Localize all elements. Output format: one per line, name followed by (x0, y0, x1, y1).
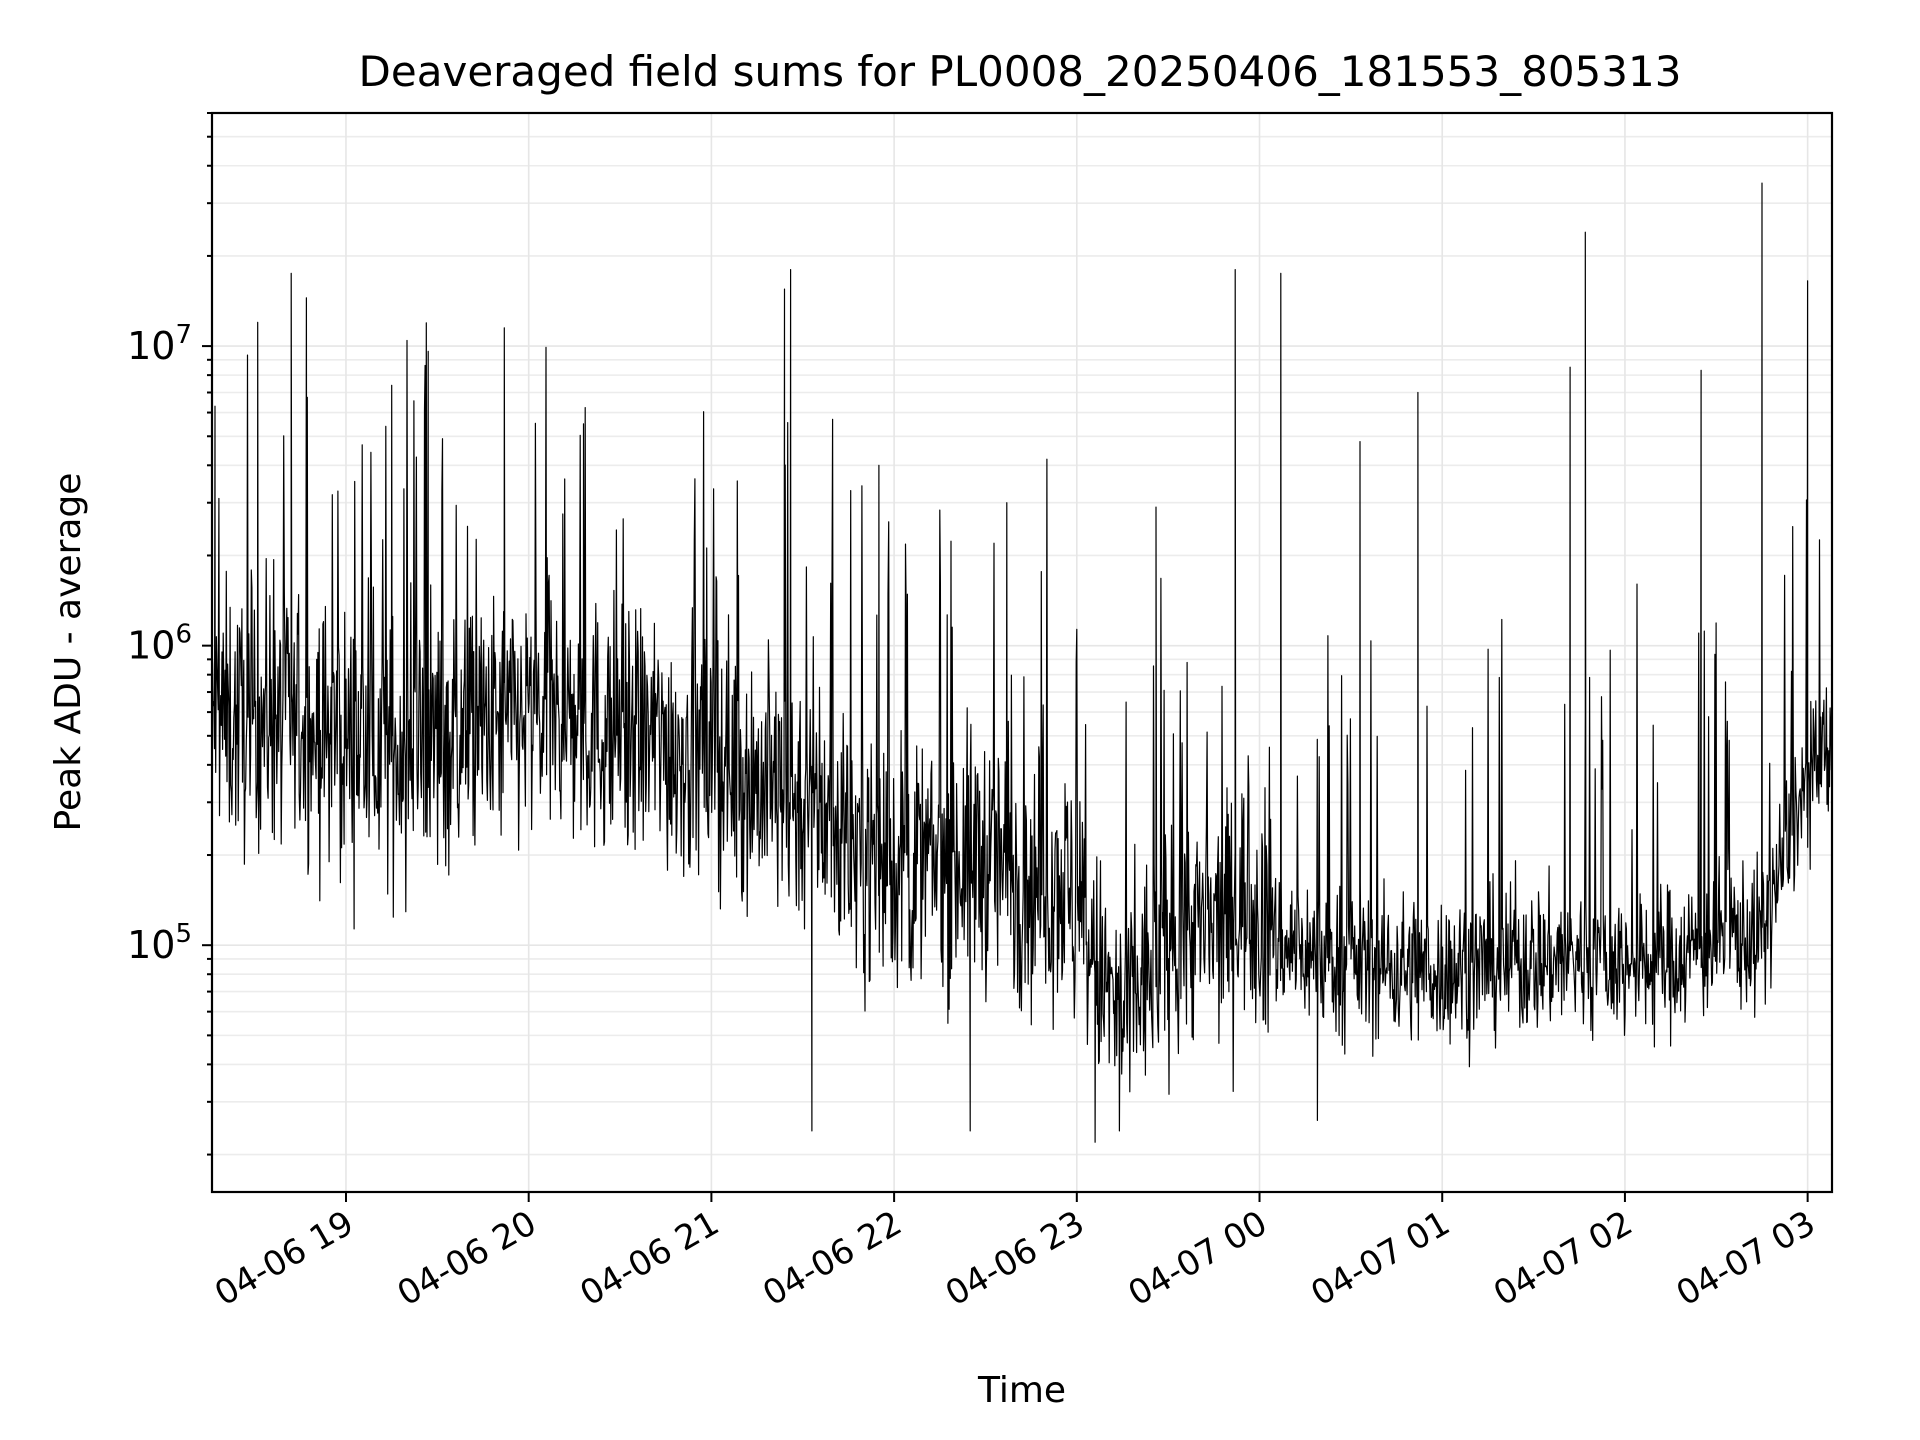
series-line (211, 182, 1833, 1143)
x-tick-label: 04-07 02 (1487, 1203, 1639, 1314)
y-axis: 105 106 107 (127, 112, 212, 1156)
y-tick-label: 105 (127, 919, 192, 967)
series-layer (211, 182, 1833, 1143)
x-tick-label: 04-07 01 (1304, 1203, 1456, 1314)
x-tick-label: 04-07 03 (1670, 1203, 1822, 1314)
grid (212, 112, 1832, 1192)
x-tick-label: 04-06 19 (208, 1203, 360, 1314)
x-axis-label: Time (977, 1370, 1066, 1411)
x-axis: 04-06 19 04-06 20 04-06 21 04-06 22 04-06 23… (208, 1192, 1822, 1314)
x-tick-label: 04-06 21 (574, 1203, 726, 1314)
plot-frame (210, 111, 1834, 1194)
x-tick-label: 04-06 20 (391, 1203, 543, 1314)
y-tick-label: 107 (127, 320, 192, 368)
x-tick-label: 04-07 00 (1122, 1203, 1274, 1314)
chart-title: Deaveraged field sums for PL0008_2025040… (359, 47, 1682, 96)
y-tick-label: 106 (127, 620, 192, 668)
y-axis-label: Peak ADU - average (48, 473, 89, 832)
x-tick-label: 04-06 22 (756, 1203, 908, 1314)
x-tick-label: 04-06 23 (939, 1203, 1091, 1314)
